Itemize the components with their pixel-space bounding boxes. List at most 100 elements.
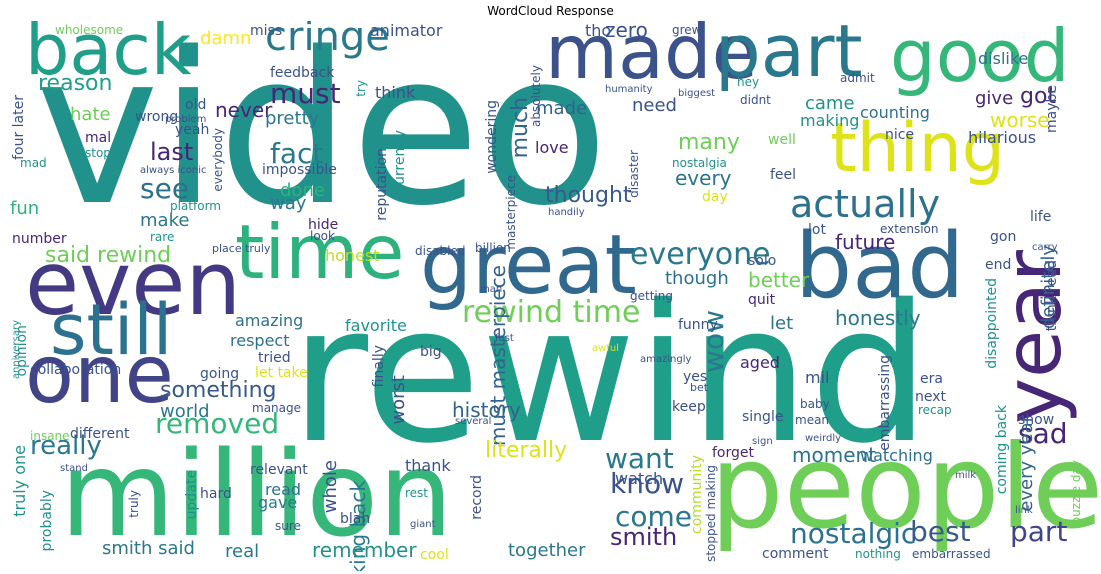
word-fun: fun [10,198,40,219]
word-number: number [12,231,67,247]
word-grew: grew [672,23,702,37]
word-part-2: part [1010,515,1068,548]
word-forget: forget [712,445,754,461]
word-worst: worst [388,375,409,425]
word-literally: literally [485,438,568,463]
word-think-read: think read [1044,260,1060,332]
word-absolutely: absolutely [529,65,543,128]
word-didnt: didnt [740,93,771,107]
word-see: see [140,172,190,205]
word-disappointed: disappointed [984,278,1000,369]
word-moment: moment [792,443,877,467]
word-smith-said: smith said [102,538,195,559]
word-man: man [480,284,503,295]
word-stop: stop [85,146,111,160]
word-watch: watch [615,469,664,488]
word-aged: aged [740,353,780,372]
word-milk: milk [955,470,977,481]
word-puzzle-day: puzzle day [1069,460,1083,525]
word-truly-one: truly one [10,445,29,517]
word-best: best [910,515,971,548]
word-fact: fact [270,137,324,170]
word-video: video [35,21,609,252]
word-biggest: biggest [678,88,716,99]
word-come: come [615,500,693,533]
word-gon: gon [990,229,1017,245]
word-mean: mean [795,413,830,427]
word-history: history [452,398,521,422]
word-extension: extension [880,222,939,236]
word-quit: quit [748,292,776,308]
word-bet: bet [690,381,709,394]
word-thing: thing [830,109,1005,188]
word-weirdly: weirdly [805,433,842,444]
word-hide: hide [308,217,339,233]
word-love: love [535,138,569,157]
word-insane: insane [30,429,70,443]
word-back: back [25,21,192,91]
word-must: must [270,77,341,110]
word-sign: sign [752,436,773,447]
word-let: let [770,313,794,334]
word-different: different [70,426,130,442]
word-life: life [1030,209,1052,225]
word-hard: hard [200,486,232,502]
word-better: better [748,268,810,292]
word-every: every [675,166,732,190]
word-awful: awful [592,343,619,354]
word-comment: comment [762,546,829,562]
word-place-truly: place truly [212,242,271,255]
word-link: link [1015,505,1033,516]
word-million: million [60,425,454,563]
word-read: read [265,480,302,499]
word-cool: cool [420,547,449,563]
word-going: going [200,366,240,382]
word-miss: miss [250,23,283,39]
word-problem: problem [165,114,207,125]
word-thought: thought [545,183,632,208]
word-made: made [545,21,758,96]
word-still: still [50,289,173,371]
word-everyone: everyone [630,237,771,272]
word-wholesome: wholesome [55,23,124,37]
word-admit: admit [840,71,875,85]
word-manage: manage [252,401,302,415]
word-done: done [280,180,325,201]
word-show: show [1018,412,1055,428]
word-gave: gave [258,493,298,512]
word-amazing: amazing [235,311,304,330]
word-remember: remember [312,538,417,562]
word-counting: counting [860,103,930,122]
word-several: several [455,416,492,427]
word-way: way [270,193,307,214]
word-honestly: honestly [835,306,921,330]
word-old: old [185,97,207,113]
word-nice: nice [885,127,915,143]
word-day: day [702,189,728,205]
word-pretty: pretty [265,108,320,129]
word-made-2: made [536,98,588,119]
word-getting: getting [630,289,673,303]
word-stopped-making: stopped making [704,465,718,562]
word-update: update [184,470,200,520]
word-worse: worse [990,108,1050,132]
word-truly: truly [127,490,141,518]
word-platform: platform [170,199,221,213]
word-fast: fast [495,333,514,344]
chart-title: WordCloud Response [487,4,614,18]
word-lot: lot [808,222,826,238]
word-stand: stand [60,463,88,474]
word-damn: damn [200,28,252,49]
word-cringe: cringe [265,21,390,60]
word-many: many [678,130,740,155]
word-one: one [25,328,174,421]
word-whole: whole [320,460,341,514]
word-currently: currently [392,130,408,193]
word-handily: handily [548,207,585,218]
word-said-rewind: said rewind [45,243,172,268]
word-wrong: wrong [135,109,179,125]
word-people: people [710,420,1099,555]
word-everybody: everybody [211,128,225,192]
word-last: last [150,138,194,166]
word-year: year [989,250,1079,425]
